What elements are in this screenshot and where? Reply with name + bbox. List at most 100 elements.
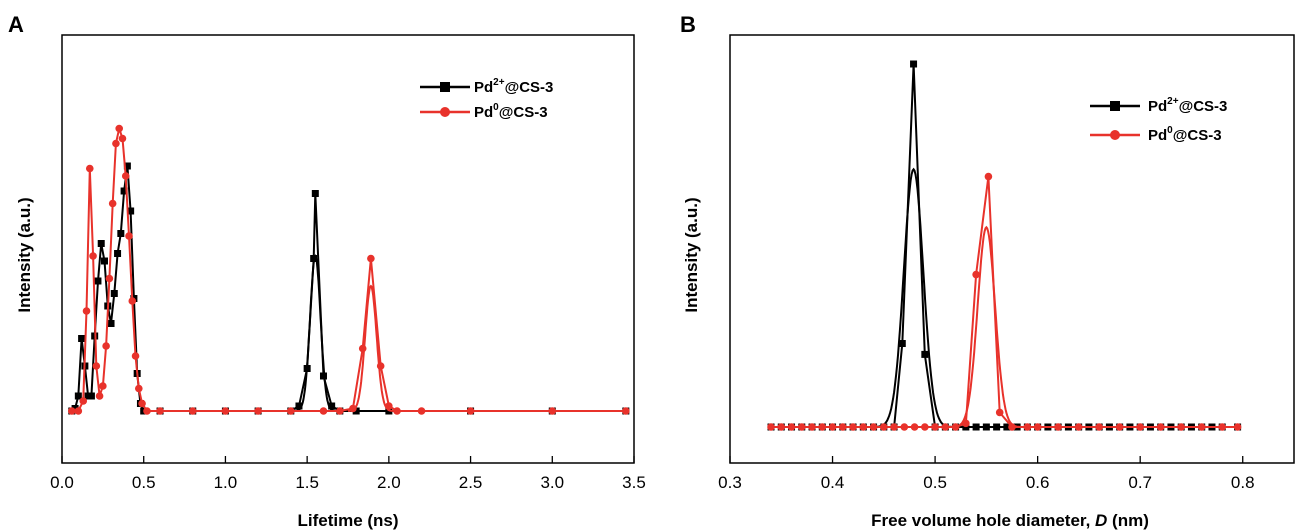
panel-a-x-axis: 0.0 0.5 1.0 1.5 2.0 2.5 3.0 3.5 bbox=[50, 456, 646, 492]
panel-a-data-point-pd2 bbox=[97, 240, 105, 247]
panel-a-data-point-pd0 bbox=[221, 407, 230, 415]
panel-a-data-point-pd0 bbox=[385, 402, 393, 410]
panel-a-data-point-pd0 bbox=[102, 342, 110, 350]
panel-b-data-point-pd2 bbox=[910, 60, 918, 68]
panel-b-data-point-pd0 bbox=[995, 408, 1004, 417]
panel-b-x-axis: 0.3 0.4 0.5 0.6 0.7 0.8 bbox=[718, 456, 1255, 492]
panel-a-plot-frame bbox=[61, 34, 635, 464]
panel-a-data-point-pd0 bbox=[138, 399, 146, 408]
panel-a-data-point-pd0 bbox=[74, 407, 83, 415]
panel-a-data-point-pd0 bbox=[79, 397, 88, 405]
panel-a-data-point-pd0 bbox=[125, 232, 133, 240]
panel-a-data-point-pd2 bbox=[107, 320, 115, 327]
panel-b-data-point-pd0 bbox=[1023, 423, 1032, 431]
panel-a-data-point-pd2 bbox=[94, 277, 102, 285]
panel-a-data-point-pd0 bbox=[99, 382, 107, 390]
panel-a-data-point-pd2 bbox=[117, 230, 125, 237]
panel-a-y-axis-title: Intensity (a.u.) bbox=[15, 197, 34, 312]
panel-a-x-tick-label: 2.5 bbox=[459, 473, 483, 492]
panel-a-data-point-pd2 bbox=[295, 402, 303, 410]
panel-b-data-point-pd0 bbox=[921, 423, 929, 431]
panel-a-data-point-pd0 bbox=[336, 407, 344, 415]
panel-a-x-tick-label: 0.0 bbox=[50, 473, 74, 492]
panel-a-data-point-pd0 bbox=[319, 407, 328, 415]
panel-b-data-point-pd0 bbox=[859, 423, 868, 431]
panel-a-x-tick-label: 2.0 bbox=[377, 473, 401, 492]
panel-a-data-point-pd2 bbox=[303, 365, 311, 372]
panel-b-x-tick-label: 0.5 bbox=[923, 473, 947, 492]
panel-b-data-point-pd0 bbox=[849, 423, 857, 431]
panel-b-legend-marker-pd0 bbox=[1110, 130, 1120, 140]
panel-a-x-tick-label: 1.0 bbox=[214, 473, 238, 492]
panel-b-data-point-pd0 bbox=[797, 423, 806, 431]
panel-a-data-point-pd2 bbox=[110, 290, 118, 297]
panel-b-y-axis-title: Intensity (a.u.) bbox=[682, 197, 701, 312]
panel-a-data-point-pd0 bbox=[376, 362, 385, 370]
panel-a-data-point-pd0 bbox=[68, 407, 76, 415]
panel-b-data-point-pd2 bbox=[993, 423, 1001, 431]
panel-a-peak-curve-pd2 bbox=[294, 254, 337, 412]
panel-a-data-point-pd2 bbox=[352, 407, 360, 415]
panel-b-letter: B bbox=[680, 12, 696, 37]
panel-b-data-point-pd0 bbox=[880, 423, 888, 431]
panel-b-data-point-pd0 bbox=[839, 423, 847, 431]
panel-b-x-tick-label: 0.4 bbox=[821, 473, 845, 492]
panel-a-data-point-pd0 bbox=[118, 134, 127, 143]
panel-b-data-point-pd0 bbox=[1136, 423, 1144, 431]
panel-a-data-point-pd2 bbox=[74, 392, 82, 400]
panel-b-data-point-pd0 bbox=[1054, 423, 1062, 431]
panel-b-data-point-pd0 bbox=[767, 423, 775, 431]
panel-a-data-point-pd2 bbox=[319, 372, 327, 380]
panel-b-data-point-pd0 bbox=[1218, 423, 1227, 431]
panel-b-legend-marker-pd2 bbox=[1110, 101, 1120, 111]
panel-a-legend-label-pd0: Pd0@CS-3 bbox=[474, 102, 548, 121]
panel-a-data-point-pd2 bbox=[123, 162, 131, 170]
panel-a-data-point-pd2 bbox=[328, 402, 336, 410]
panel-b-peak-curve-pd0 bbox=[951, 225, 1022, 428]
panel-a-x-tick-label: 3.0 bbox=[540, 473, 564, 492]
panel-a-data-point-pd2 bbox=[120, 187, 128, 195]
panel-a-x-tick-label: 3.5 bbox=[622, 473, 646, 492]
panel-a-data-point-pd0 bbox=[143, 407, 151, 415]
panel-a-legend-marker-pd2 bbox=[440, 82, 450, 92]
panel-a-data-point-pd0 bbox=[349, 404, 357, 413]
panel-b-data-point-pd0 bbox=[951, 423, 960, 431]
panel-b-data-point-pd0 bbox=[1115, 423, 1124, 431]
panel-b-data-point-pd0 bbox=[984, 172, 993, 181]
panel-b-data-point-pd0 bbox=[941, 423, 950, 431]
panel-b-legend-label-pd2: Pd2+@CS-3 bbox=[1148, 96, 1227, 115]
panel-a-data-point-pd2 bbox=[114, 250, 122, 257]
panel-a-data-point-pd0 bbox=[105, 274, 114, 283]
panel-b-data-point-pd2 bbox=[1003, 423, 1011, 431]
panel-a-data-point-pd2 bbox=[71, 405, 79, 412]
panel-a-x-tick-label: 0.5 bbox=[132, 473, 156, 492]
panel-a-data-point-pd2 bbox=[127, 207, 135, 215]
panel-b-data-point-pd0 bbox=[777, 423, 786, 431]
panel-b-data-point-pd0 bbox=[1233, 423, 1242, 431]
panel-a-data-point-pd2 bbox=[100, 257, 108, 265]
panel-a-series-line-pd0 bbox=[71, 124, 626, 412]
panel-a-data-point-pd0 bbox=[367, 254, 375, 263]
panel-a-x-axis-title: Lifetime (ns) bbox=[297, 511, 398, 530]
panel-b-data-point-pd0 bbox=[1197, 423, 1206, 431]
panel-b-data-point-pd0 bbox=[869, 423, 878, 431]
panel-a-data-point-pd0 bbox=[135, 384, 143, 393]
panel-b-legend-label-pd0: Pd0@CS-3 bbox=[1148, 125, 1222, 144]
panel-b-series-line-pd2 bbox=[771, 63, 1238, 428]
panel-b-data-point-pd0 bbox=[1033, 423, 1042, 431]
panel-b-data-point-pd0 bbox=[1177, 423, 1185, 431]
panel-a-data-point-pd0 bbox=[358, 344, 367, 353]
panel-a: A 0.0 0.5 1.0 1.5 2.0 2.5 3.0 3.5 Lifetime (ns)… bbox=[8, 12, 646, 530]
panel-b-data-point-pd2 bbox=[921, 350, 929, 358]
panel-a-data-point-pd0 bbox=[393, 407, 401, 415]
panel-a-data-point-pd2 bbox=[311, 190, 319, 197]
panel-b-data-point-pd0 bbox=[787, 423, 796, 431]
panel-a-data-point-pd0 bbox=[85, 164, 94, 173]
panel-a-data-point-pd0 bbox=[131, 352, 140, 360]
panel-b-legend: Pd2+@CS-3 Pd0@CS-3 bbox=[1090, 96, 1227, 144]
panel-b-data-point-pd0 bbox=[1095, 423, 1103, 431]
panel-a-data-point-pd0 bbox=[156, 407, 164, 415]
panel-a-data-point-pd0 bbox=[92, 362, 101, 370]
panel-b-data-point-pd0 bbox=[1156, 423, 1165, 431]
